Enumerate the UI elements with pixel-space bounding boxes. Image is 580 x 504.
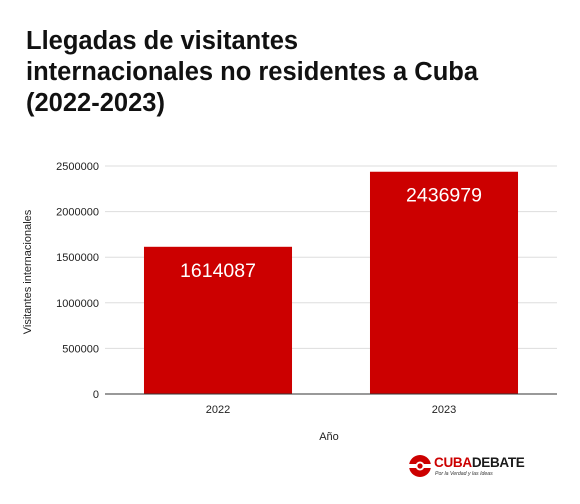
chart-title-line-1: Llegadas de visitantes xyxy=(26,27,299,55)
y-tick-label: 2500000 xyxy=(56,161,99,173)
data-label-2022: 1614087 xyxy=(180,260,256,282)
y-tick-label: 1500000 xyxy=(56,252,99,264)
y-tick-label: 500000 xyxy=(62,343,99,355)
logo-emblem-icon xyxy=(409,455,431,477)
chart-title-line-2: internacionales no residentes a Cuba xyxy=(26,58,479,86)
bar-2022 xyxy=(143,246,293,394)
x-axis-ticks: 2022 2023 xyxy=(206,404,456,416)
y-tick-label: 0 xyxy=(93,389,99,401)
logo-brand-cuba: CUBA xyxy=(434,455,472,470)
y-axis-label: Visitantes internacionales xyxy=(22,209,34,334)
bars: 1614087 2436979 xyxy=(143,171,519,394)
x-tick-label: 2023 xyxy=(432,404,456,416)
x-tick-label: 2022 xyxy=(206,404,230,416)
y-axis-ticks: 0 500000 1000000 1500000 2000000 2500000 xyxy=(56,161,99,401)
cubadebate-logo: CUBADEBATE Por la Verdad y las Ideas xyxy=(408,454,528,484)
logo-brand-debate: DEBATE xyxy=(471,455,525,470)
y-tick-label: 1000000 xyxy=(56,298,99,310)
x-axis-label: Año xyxy=(319,431,339,443)
y-tick-label: 2000000 xyxy=(56,207,99,219)
data-label-2023: 2436979 xyxy=(406,185,482,207)
logo-tagline: Por la Verdad y las Ideas xyxy=(435,471,493,477)
chart-title: Llegadas de visitantes internacionales n… xyxy=(26,26,546,119)
chart-title-line-3: (2022-2023) xyxy=(26,89,165,117)
logo-wordmark: CUBADEBATE xyxy=(434,455,525,470)
bar-2023 xyxy=(369,171,519,394)
